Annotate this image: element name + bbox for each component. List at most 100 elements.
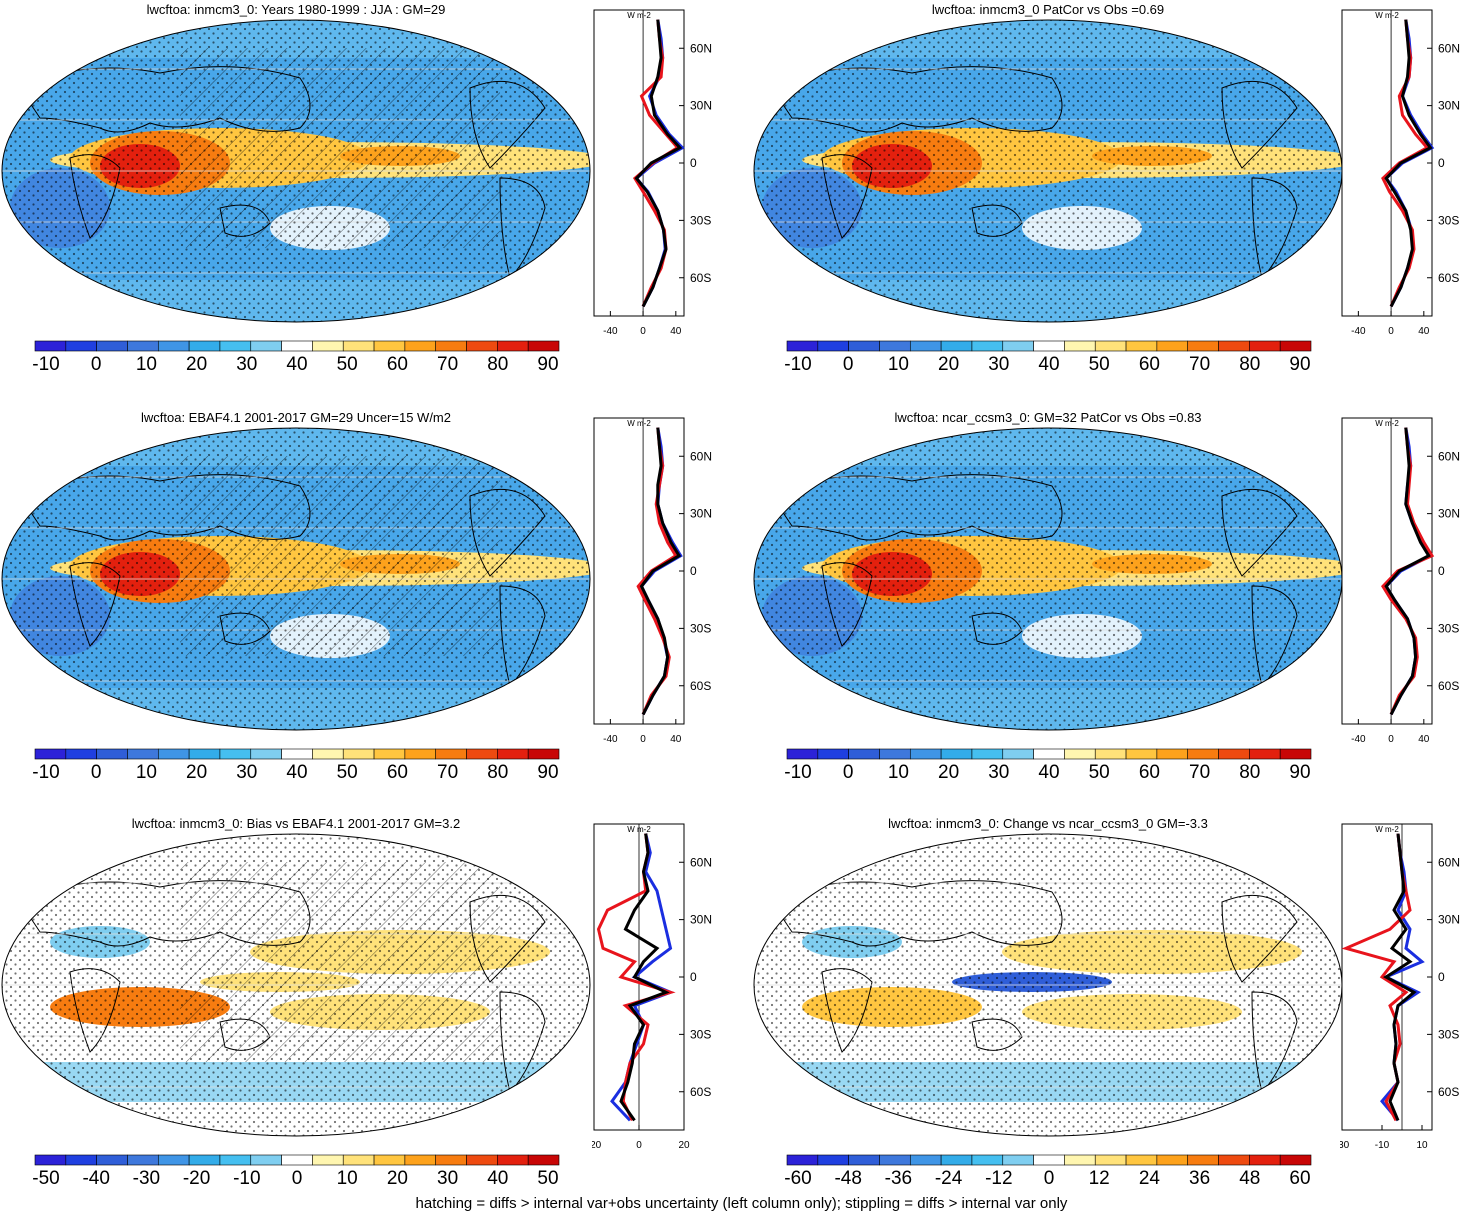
- zonal-x-tick-label: -40: [1351, 326, 1366, 337]
- zonal-x-tick-label: 40: [670, 734, 682, 745]
- colorbar-labels: -50 -40 -30 -20 -10 0 10 20 30 40 50: [32, 1168, 560, 1190]
- zonal-mean-plot: 60N 30N 0 30S 60S -30 -10 10 W m-2: [1340, 823, 1460, 1151]
- colorbar-tick-label: 80: [1239, 762, 1261, 783]
- colorbar-tick-label: 12: [1088, 1168, 1110, 1189]
- zonal-x-tick-label: 0: [640, 734, 646, 745]
- colorbar-tick-label: 0: [90, 762, 102, 783]
- colorbar-labels: -10 0 10 20 30 40 50 60 70 80 90: [32, 354, 560, 376]
- zonal-lat-label: 30S: [1438, 213, 1459, 227]
- zonal-lat-label: 30S: [1438, 621, 1459, 635]
- colorbar-tick-label: 24: [1138, 1168, 1160, 1189]
- zonal-lat-label: 30N: [690, 99, 712, 113]
- zonal-line-black: [634, 19, 683, 308]
- colorbar: [34, 1154, 560, 1166]
- colorbar-tick-label: -10: [233, 1168, 261, 1189]
- zonal-x-tick-label: 40: [1418, 734, 1430, 745]
- global-map: [753, 427, 1343, 731]
- colorbar-tick-label: -30: [132, 1168, 161, 1189]
- colorbar-tick-label: 10: [336, 1168, 358, 1189]
- colorbar-tick-label: 80: [1239, 354, 1261, 375]
- colorbar-tick-label: 40: [1038, 762, 1060, 783]
- zonal-x-tick-label: -10: [1375, 1140, 1390, 1151]
- global-map: [753, 19, 1343, 323]
- colorbar-tick-label: 20: [186, 762, 208, 783]
- colorbar: [786, 748, 1312, 760]
- colorbar-tick-label: 30: [988, 354, 1010, 375]
- colorbar-tick-label: 10: [135, 762, 157, 783]
- colorbar-tick-label: 20: [938, 354, 960, 375]
- zonal-line-black: [1384, 427, 1431, 716]
- colorbar: [34, 340, 560, 352]
- colorbar-tick-label: 40: [487, 1168, 509, 1189]
- map-title: lwcftoa: inmcm3_0: Change vs ncar_ccsm3_…: [888, 816, 1208, 831]
- colorbar-tick-label: 50: [336, 762, 358, 783]
- colorbar-tick-label: -10: [32, 762, 60, 783]
- colorbar-tick-label: 0: [842, 762, 854, 783]
- zonal-x-tick-label: 10: [1416, 1140, 1428, 1151]
- zonal-line-black: [1384, 19, 1433, 308]
- colorbar: [786, 340, 1312, 352]
- colorbar-tick-label: 20: [938, 762, 960, 783]
- zonal-lat-label: 0: [1438, 970, 1445, 984]
- colorbar-tick-label: 60: [1138, 354, 1160, 375]
- colorbar-tick-label: 50: [537, 1168, 559, 1189]
- zonal-unit-label: W m-2: [1375, 825, 1399, 834]
- colorbar-tick-label: 20: [386, 1168, 408, 1189]
- colorbar-tick-label: -10: [32, 354, 60, 375]
- colorbar-tick-label: 0: [90, 354, 102, 375]
- colorbar-tick-label: 0: [291, 1168, 303, 1189]
- colorbar-tick-label: 80: [487, 354, 509, 375]
- zonal-lat-label: 60N: [690, 41, 712, 55]
- zonal-lat-label: 30S: [690, 621, 711, 635]
- zonal-lat-label: 0: [690, 156, 697, 170]
- zonal-mean-plot: 60N 30N 0 30S 60S -40 0 40 W m-2: [1341, 417, 1460, 745]
- global-map: [1, 19, 591, 323]
- zonal-mean-plot: 60N 30N 0 30S 60S -40 0 40 W m-2: [1341, 9, 1460, 337]
- colorbar-tick-label: 30: [236, 354, 258, 375]
- colorbar-tick-label: 50: [1088, 354, 1110, 375]
- zonal-lat-label: 60S: [1438, 271, 1459, 285]
- figure-footnote: hatching = diffs > internal var+obs unce…: [415, 1195, 1068, 1212]
- zonal-unit-label: W m-2: [627, 825, 651, 834]
- colorbar-tick-label: 40: [286, 762, 308, 783]
- colorbar-labels: -60 -48 -36 -24 -12 0 12 24 36 48 60: [784, 1168, 1312, 1190]
- map-title: lwcftoa: EBAF4.1 2001-2017 GM=29 Uncer=1…: [141, 410, 451, 425]
- zonal-x-tick-label: 0: [636, 1140, 642, 1151]
- zonal-x-tick-label: -30: [1340, 1140, 1350, 1151]
- zonal-x-tick-label: -40: [603, 734, 618, 745]
- colorbar-labels: -10 0 10 20 30 40 50 60 70 80 90: [784, 354, 1312, 376]
- colorbar-tick-label: -20: [182, 1168, 211, 1189]
- zonal-lat-label: 30S: [1438, 1027, 1459, 1041]
- map-title: lwcftoa: inmcm3_0 PatCor vs Obs =0.69: [931, 2, 1165, 17]
- zonal-line-black: [1383, 833, 1417, 1121]
- colorbar-tick-label: -40: [82, 1168, 110, 1189]
- zonal-x-tick-label: -40: [603, 326, 618, 337]
- colorbar-tick-label: 0: [1043, 1168, 1055, 1189]
- colorbar-tick-label: 0: [842, 354, 854, 375]
- zonal-lat-label: 30S: [690, 213, 711, 227]
- zonal-unit-label: W m-2: [627, 11, 651, 20]
- colorbar-tick-label: 70: [1189, 762, 1211, 783]
- zonal-lat-label: 30N: [690, 913, 712, 927]
- colorbar-tick-label: 90: [537, 354, 559, 375]
- colorbar-tick-label: -10: [784, 762, 812, 783]
- zonal-unit-label: W m-2: [1375, 419, 1399, 428]
- zonal-lat-label: 60S: [690, 1085, 711, 1099]
- colorbar-tick-label: 60: [1289, 1168, 1311, 1189]
- zonal-lat-label: 30N: [1438, 507, 1460, 521]
- colorbar-tick-label: 90: [1289, 762, 1311, 783]
- colorbar-tick-label: 10: [887, 354, 909, 375]
- colorbar-tick-label: 70: [437, 354, 459, 375]
- colorbar-tick-label: -10: [784, 354, 812, 375]
- colorbar-tick-label: 60: [386, 354, 408, 375]
- zonal-x-tick-label: 40: [1418, 326, 1430, 337]
- colorbar: [34, 748, 560, 760]
- zonal-x-tick-label: -40: [1351, 734, 1366, 745]
- colorbar-tick-label: 30: [437, 1168, 459, 1189]
- colorbar-tick-label: 20: [186, 354, 208, 375]
- zonal-lat-label: 30N: [1438, 913, 1460, 927]
- zonal-mean-plot: 60N 30N 0 30S 60S -40 0 40 W m-2: [593, 9, 712, 337]
- colorbar-tick-label: -60: [784, 1168, 812, 1189]
- map-title: lwcftoa: inmcm3_0: Bias vs EBAF4.1 2001-…: [131, 816, 461, 831]
- zonal-lat-label: 30N: [1438, 99, 1460, 113]
